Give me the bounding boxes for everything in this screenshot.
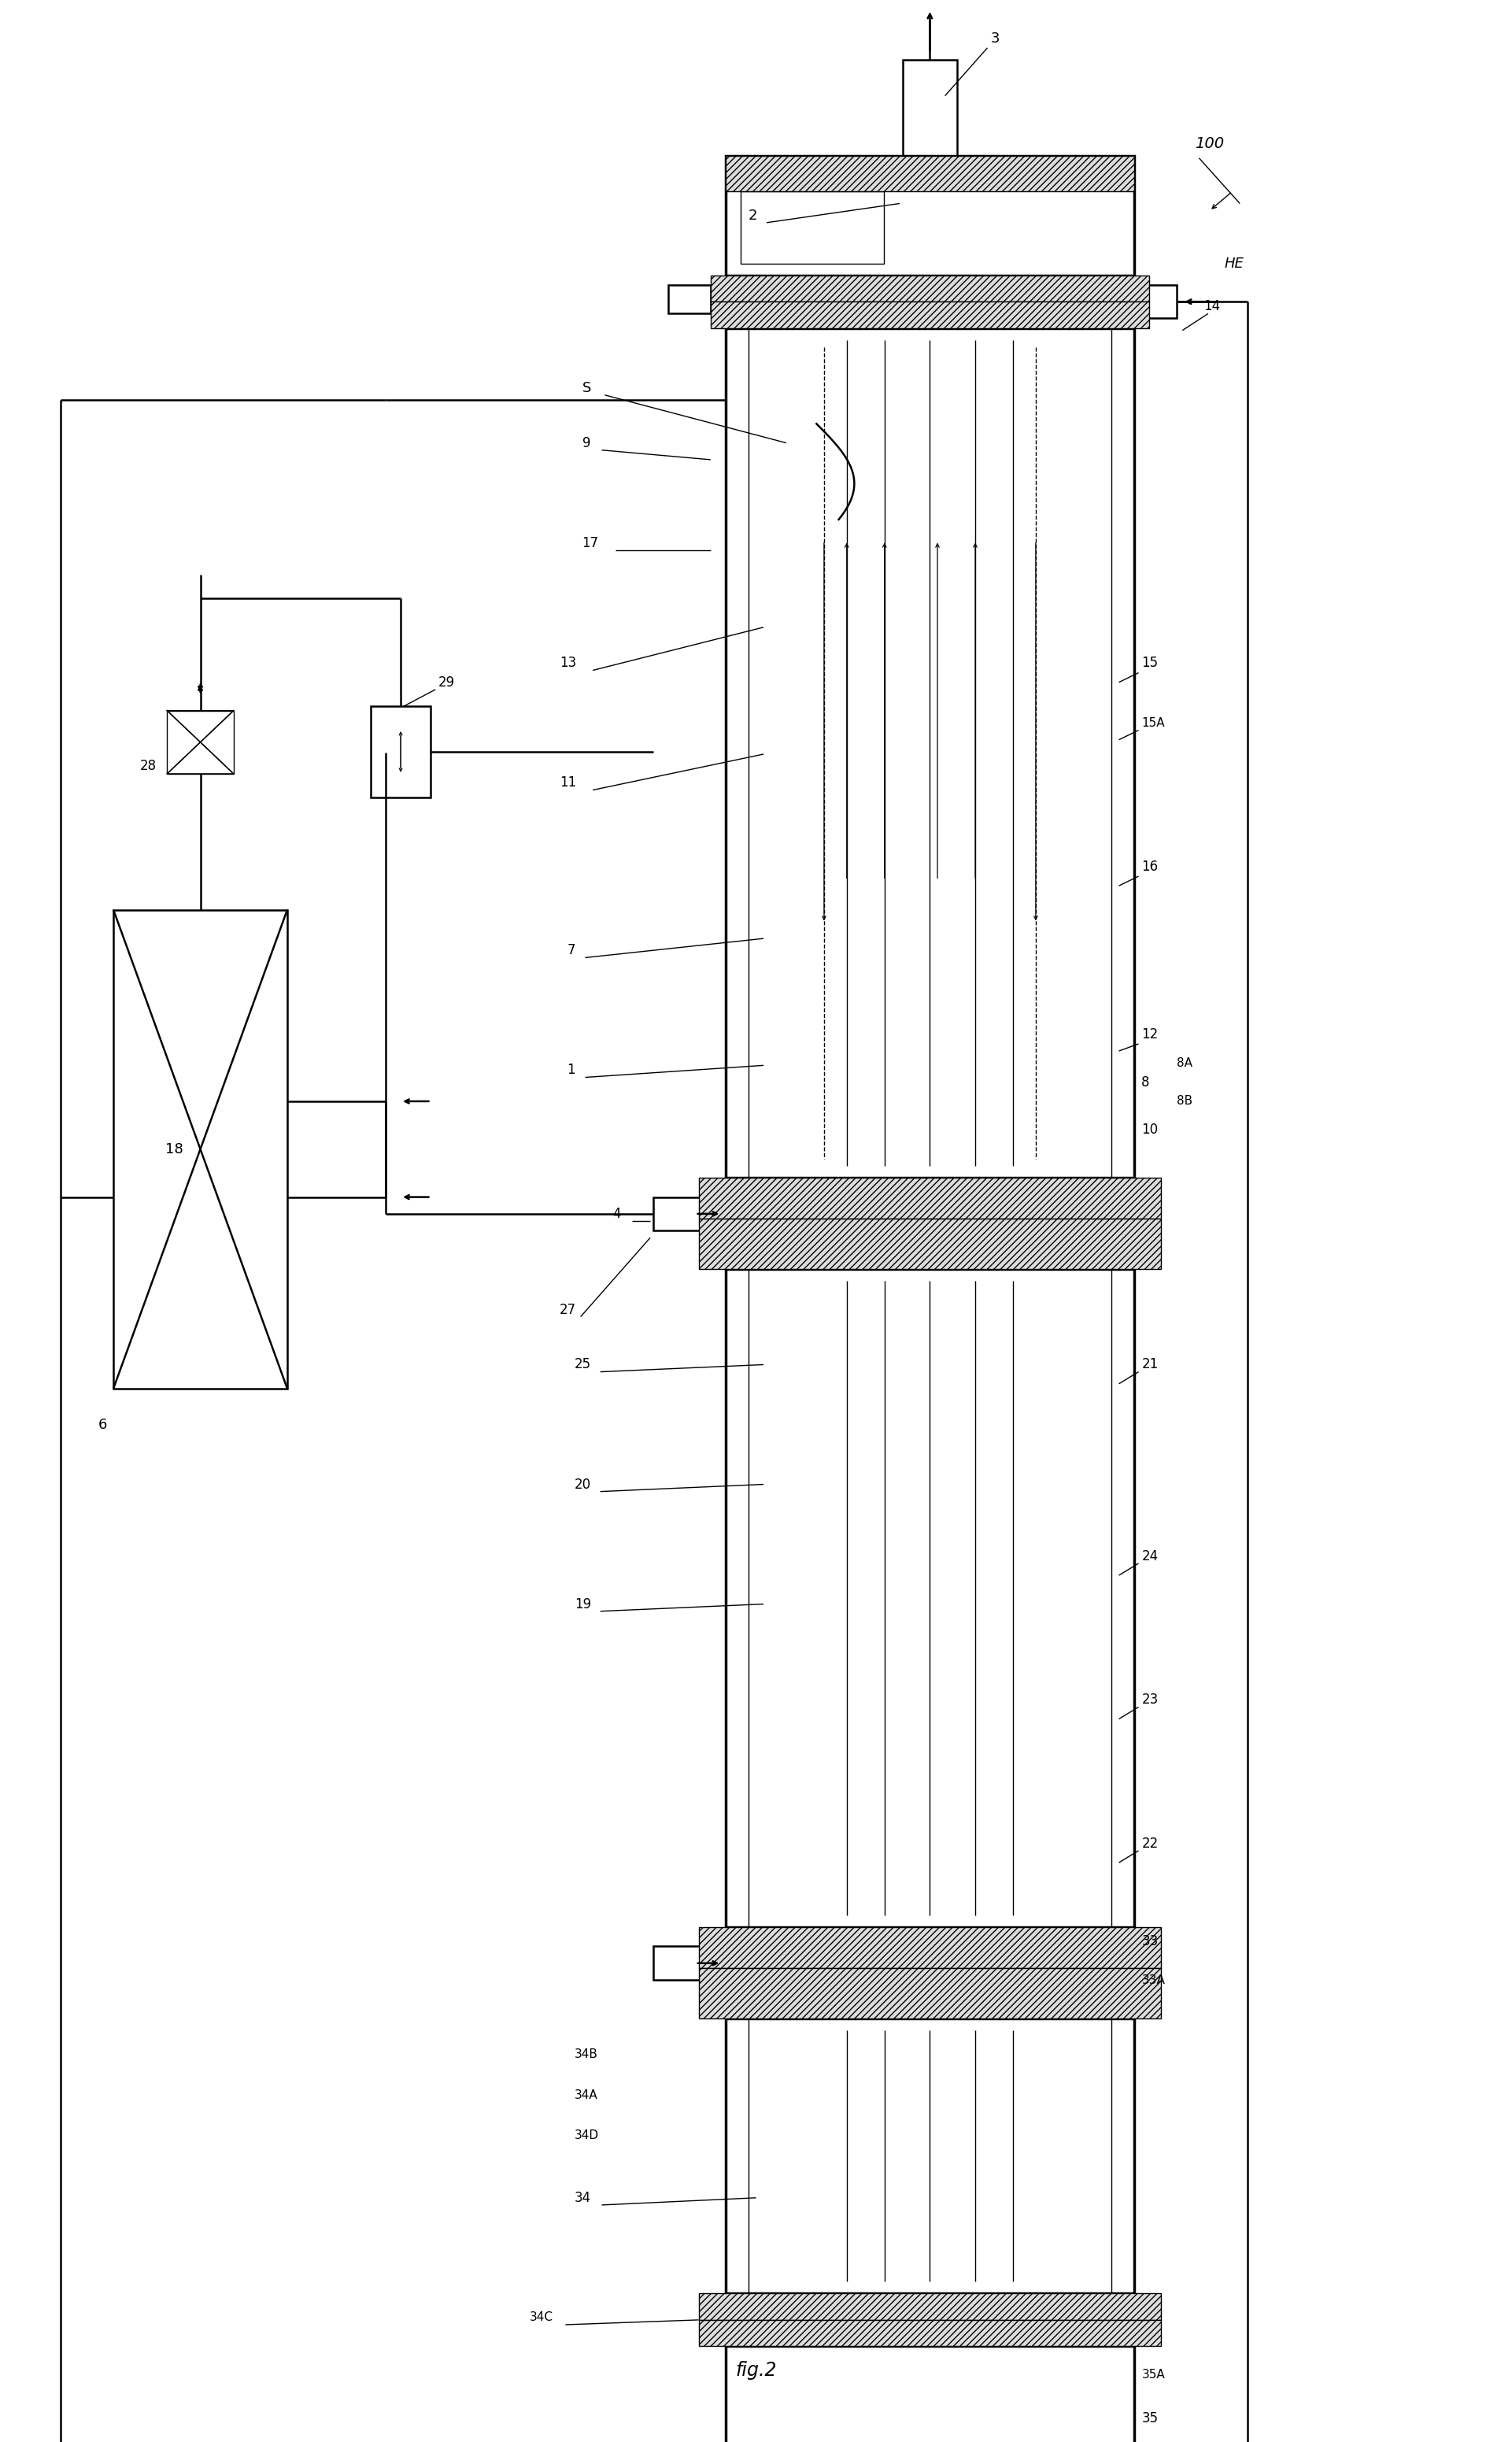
Bar	[699, 1219, 1161, 1270]
Text: 33A: 33A	[1142, 1973, 1166, 1985]
Text: 8: 8	[1142, 1074, 1149, 1089]
Text: 1: 1	[567, 1062, 576, 1077]
Bar	[699, 1177, 1161, 1219]
Bar	[726, 156, 1134, 276]
Text: 35A: 35A	[1142, 2369, 1164, 2381]
Bar	[726, 327, 1134, 1177]
Text: 20: 20	[575, 1477, 591, 1492]
Text: 34B: 34B	[575, 2049, 599, 2061]
Text: 22: 22	[1142, 1836, 1158, 1851]
Text: 21: 21	[1142, 1358, 1158, 1372]
Bar	[653, 1197, 702, 1231]
Text: 15: 15	[1142, 657, 1158, 669]
Bar	[699, 2293, 1161, 2320]
Bar	[741, 190, 883, 264]
Bar	[168, 711, 233, 774]
Text: 16: 16	[1142, 860, 1158, 874]
Text: 19: 19	[575, 1597, 591, 1612]
Bar	[699, 2320, 1161, 2347]
Bar	[726, 2017, 1134, 2293]
Text: HE: HE	[1225, 256, 1244, 271]
Bar	[653, 1946, 702, 1980]
Bar	[903, 61, 957, 156]
Text: 3: 3	[990, 32, 999, 46]
Bar	[726, 156, 1134, 190]
Text: 4: 4	[612, 1206, 620, 1221]
Text: 24: 24	[1142, 1548, 1158, 1563]
Text: 8B: 8B	[1176, 1096, 1191, 1106]
Bar	[741, 1937, 1119, 2010]
Text: fig.2: fig.2	[735, 2361, 777, 2379]
Text: 17: 17	[582, 537, 599, 549]
Text: 27: 27	[559, 1302, 576, 1316]
Bar	[699, 1927, 1161, 1968]
Text: S: S	[582, 381, 591, 396]
Bar	[711, 303, 1149, 327]
Text: 35: 35	[1142, 2410, 1158, 2425]
Text: 25: 25	[575, 1358, 591, 1372]
Text: 13: 13	[559, 657, 576, 669]
Text: 33: 33	[1142, 1934, 1158, 1949]
Text: 34C: 34C	[529, 2313, 553, 2322]
Bar	[748, 327, 1111, 1177]
Text: 6: 6	[98, 1416, 107, 1431]
Text: 100: 100	[1194, 137, 1223, 151]
Bar	[668, 286, 711, 313]
Text: 2: 2	[748, 208, 758, 222]
Text: 11: 11	[559, 777, 576, 789]
Bar	[748, 1270, 1111, 1927]
Bar	[726, 2347, 1134, 2442]
Text: 15A: 15A	[1142, 718, 1164, 728]
Text: 7: 7	[567, 943, 575, 957]
Bar	[711, 276, 1149, 303]
Text: 14: 14	[1204, 300, 1220, 313]
Text: 18: 18	[166, 1143, 183, 1155]
Text: 9: 9	[582, 435, 590, 449]
Text: 28: 28	[139, 759, 156, 774]
Bar	[370, 706, 431, 796]
Bar	[699, 1968, 1161, 2017]
Bar	[113, 911, 287, 1389]
Text: 10: 10	[1142, 1123, 1158, 1138]
Text: 34D: 34D	[575, 2129, 599, 2142]
Bar	[1134, 286, 1176, 317]
Text: 23: 23	[1142, 1692, 1158, 1707]
Bar	[726, 1270, 1134, 1927]
Text: 12: 12	[1142, 1028, 1158, 1040]
Bar	[748, 2017, 1111, 2293]
Text: 8A: 8A	[1176, 1057, 1191, 1070]
Text: 34A: 34A	[575, 2088, 597, 2100]
Text: 29: 29	[438, 676, 455, 689]
Text: 34: 34	[575, 2190, 591, 2205]
